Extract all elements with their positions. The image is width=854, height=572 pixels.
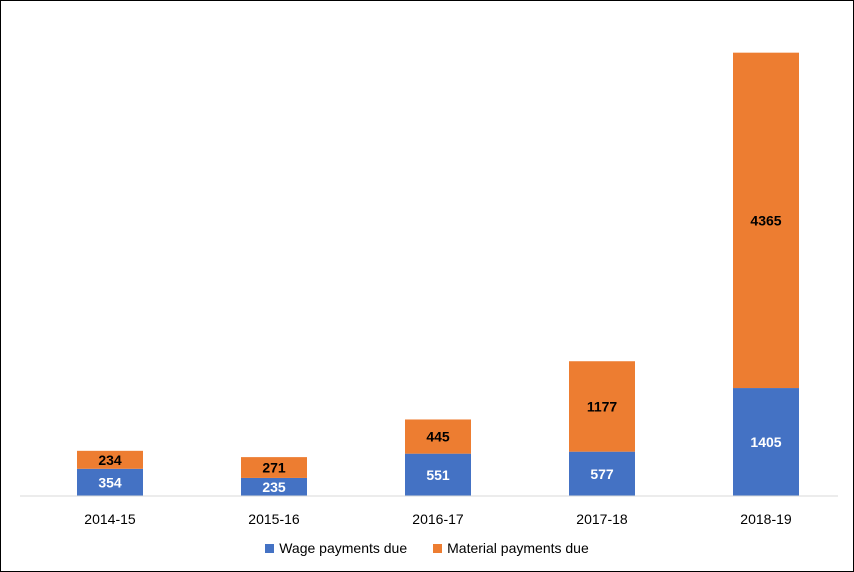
data-label-wage-2014-15: 354	[98, 474, 122, 490]
bar-wage-2018-19	[733, 388, 799, 496]
legend-label-wage: Wage payments due	[279, 540, 408, 556]
bar-wage-2016-17	[405, 453, 471, 496]
bar-material-2015-16	[241, 457, 307, 478]
data-label-material-2014-15: 234	[98, 452, 122, 468]
bar-material-2017-18	[569, 361, 635, 452]
x-tick-label: 2016-17	[412, 511, 464, 527]
data-label-wage-2016-17: 551	[426, 467, 450, 483]
legend-label-material: Material payments due	[447, 540, 589, 556]
x-tick-label: 2015-16	[248, 511, 300, 527]
bar-material-2014-15	[77, 450, 143, 469]
bar-wage-2014-15	[77, 468, 143, 496]
data-label-wage-2015-16: 235	[262, 479, 286, 495]
x-tick-label: 2018-19	[740, 511, 792, 527]
legend: Wage payments due Material payments due	[0, 538, 854, 558]
data-label-material-2015-16: 271	[262, 460, 286, 476]
bar-wage-2017-18	[569, 451, 635, 496]
data-label-material-2017-18: 1177	[587, 398, 618, 414]
legend-item-material: Material payments due	[433, 540, 589, 556]
legend-swatch-wage	[265, 543, 275, 553]
legend-item-wage: Wage payments due	[265, 540, 407, 556]
bar-wage-2015-16	[241, 477, 307, 496]
data-label-wage-2018-19: 1405	[750, 434, 781, 450]
data-labels-group: 354 234 235 271 551 445 577 1177 1405 4365	[98, 212, 781, 495]
x-tick-labels-group: 2014-15 2015-16 2016-17 2017-18 2018-19	[84, 511, 792, 527]
bar-material-2018-19	[733, 52, 799, 389]
x-tick-label: 2017-18	[576, 511, 628, 527]
data-label-material-2016-17: 445	[426, 429, 450, 445]
bars-group	[77, 52, 799, 496]
legend-swatch-material	[433, 543, 443, 553]
data-label-material-2018-19: 4365	[750, 212, 781, 228]
bar-material-2016-17	[405, 419, 471, 454]
x-tick-label: 2014-15	[84, 511, 136, 527]
data-label-wage-2017-18: 577	[590, 466, 614, 482]
